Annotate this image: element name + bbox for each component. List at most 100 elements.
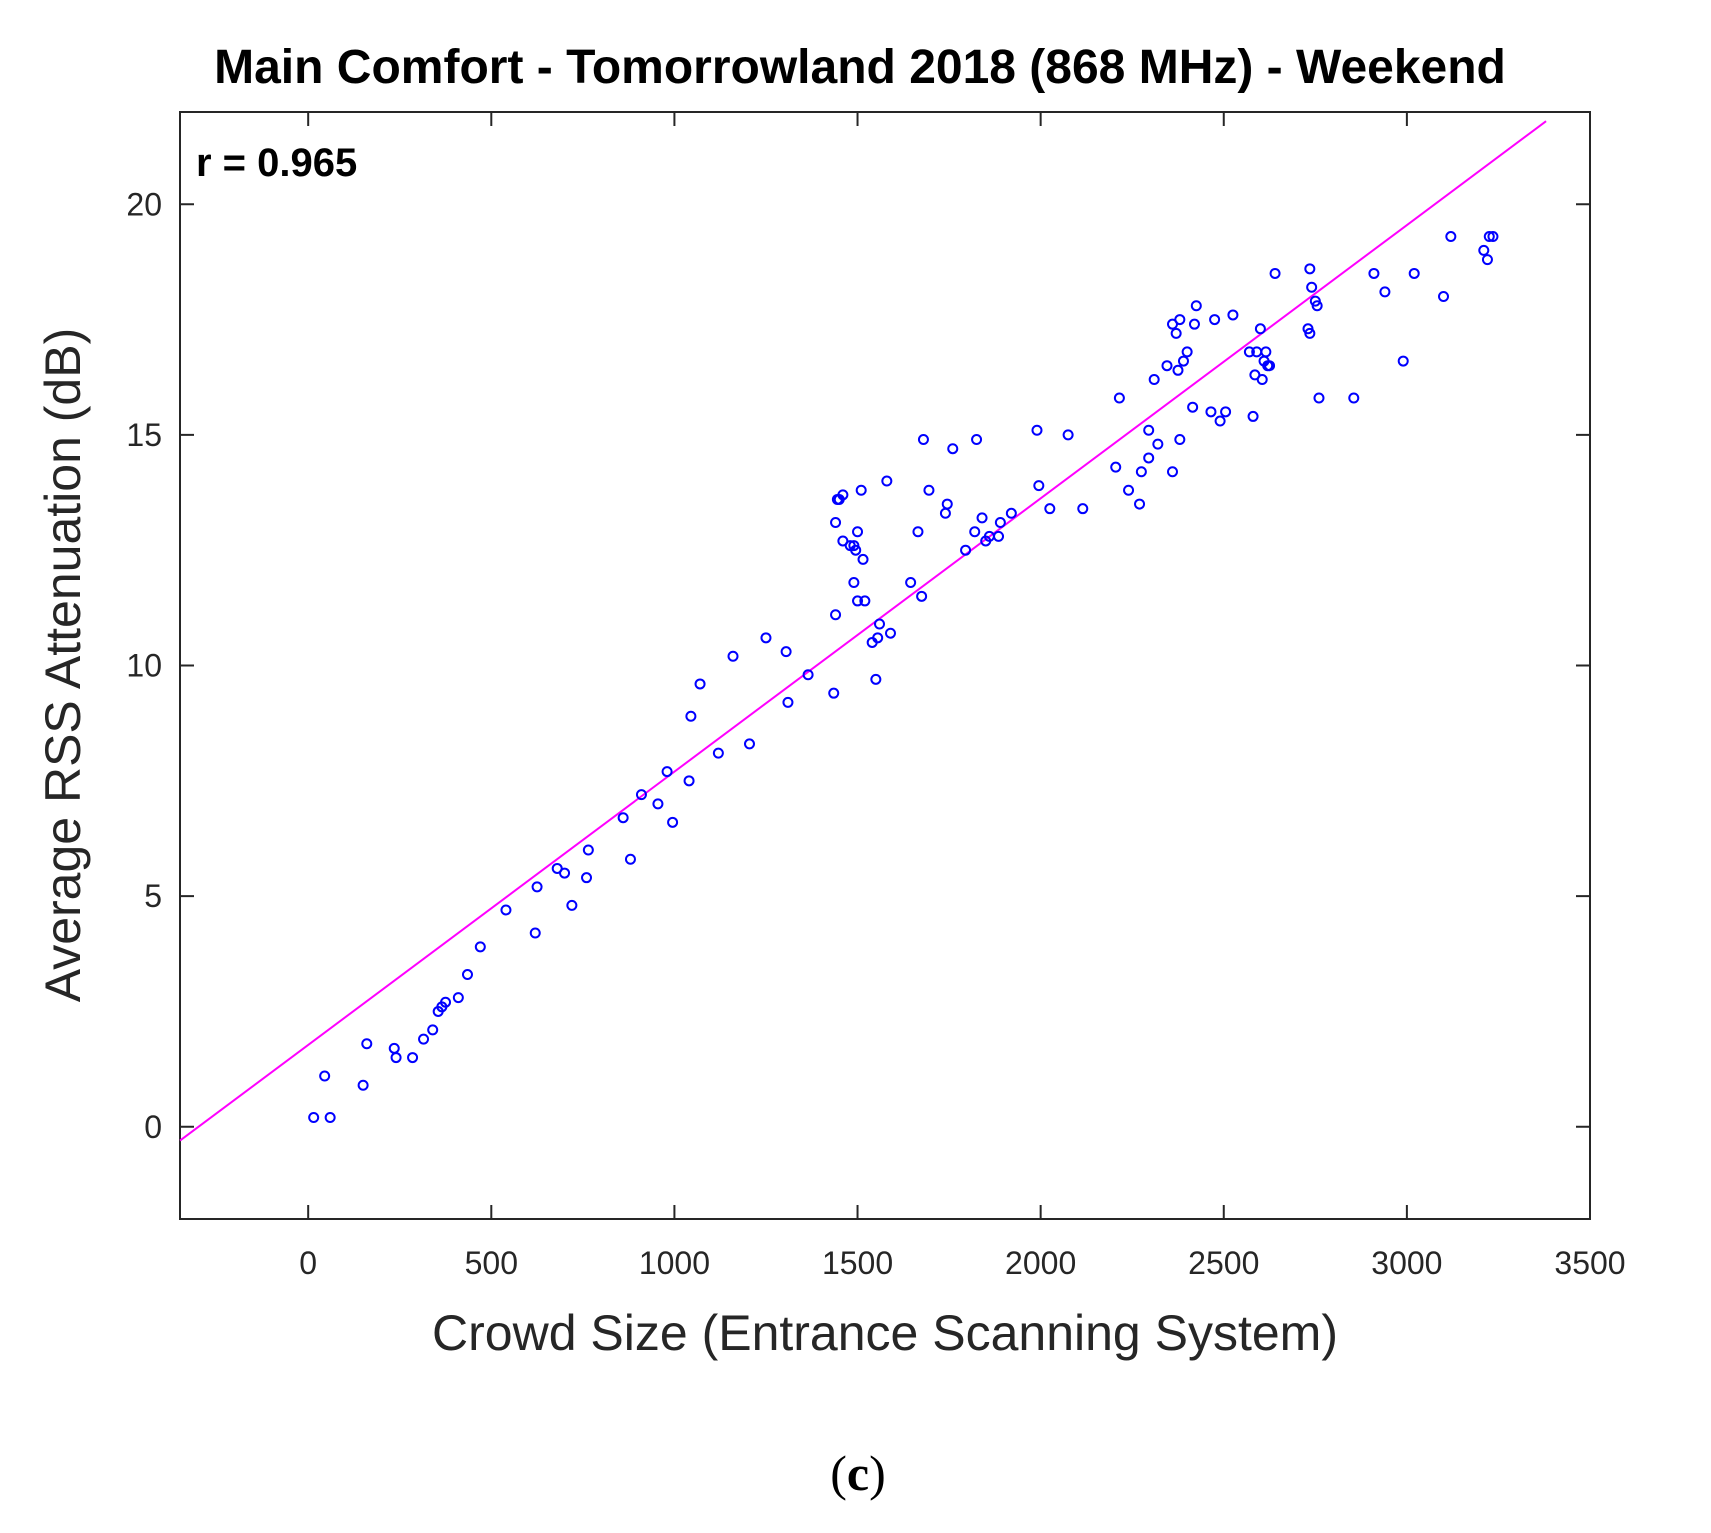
data-point-57 [870, 673, 882, 685]
data-point-124 [1306, 281, 1318, 293]
data-point-9 [427, 1024, 439, 1036]
data-point-80 [1033, 480, 1045, 492]
data-point-104 [1190, 300, 1202, 312]
data-point-58 [872, 632, 884, 644]
data-point-61 [884, 627, 896, 639]
data-point-117 [1260, 346, 1272, 358]
data-point-136 [1481, 254, 1493, 266]
data-point-76 [993, 530, 1005, 542]
data-point-24 [617, 812, 629, 824]
data-point-111 [1247, 410, 1259, 422]
data-point-1 [319, 1070, 331, 1082]
data-point-109 [1227, 309, 1239, 321]
data-point-133 [1438, 291, 1450, 302]
data-point-35 [743, 738, 755, 750]
data-point-48 [848, 576, 860, 588]
data-point-32 [694, 678, 706, 690]
data-point-97 [1172, 364, 1184, 376]
x-tick-label-3500: 3500 [1554, 1245, 1625, 1281]
data-point-13 [452, 992, 464, 1004]
data-point-22 [581, 872, 593, 884]
data-point-134 [1445, 231, 1457, 243]
data-point-23 [582, 844, 594, 856]
caption-open-paren: ( [830, 1445, 847, 1501]
data-point-127 [1313, 392, 1325, 404]
data-point-25 [624, 853, 636, 865]
data-point-66 [923, 484, 935, 496]
data-point-106 [1209, 314, 1221, 326]
data-point-12 [440, 996, 452, 1008]
data-point-110 [1243, 346, 1255, 358]
data-point-93 [1161, 360, 1173, 372]
data-point-98 [1174, 433, 1186, 445]
data-point-51 [852, 595, 864, 607]
x-axis-label: Crowd Size (Entrance Scanning System) [432, 1305, 1338, 1361]
data-point-94 [1166, 466, 1178, 478]
data-point-14 [461, 969, 473, 981]
y-tick-label-20: 20 [126, 186, 162, 222]
data-point-71 [969, 526, 981, 538]
data-point-120 [1269, 267, 1281, 279]
data-point-65 [917, 433, 929, 445]
data-point-7 [407, 1052, 419, 1064]
data-point-138 [1487, 231, 1499, 243]
data-point-90 [1143, 424, 1155, 436]
data-point-20 [559, 867, 571, 879]
data-point-28 [661, 766, 673, 778]
data-point-87 [1134, 498, 1146, 510]
data-point-81 [1044, 503, 1056, 515]
data-point-108 [1220, 406, 1232, 418]
data-point-52 [852, 526, 864, 538]
data-point-3 [357, 1079, 369, 1091]
data-point-21 [566, 899, 578, 911]
caption-close-paren: ) [869, 1445, 886, 1501]
y-tick-label-15: 15 [126, 417, 162, 453]
data-point-123 [1304, 263, 1316, 275]
x-tick-label-500: 500 [465, 1245, 518, 1281]
data-point-69 [947, 443, 959, 455]
data-point-34 [727, 650, 739, 662]
data-point-102 [1187, 401, 1199, 413]
data-point-53 [855, 484, 867, 496]
data-point-128 [1348, 392, 1360, 404]
data-point-37 [780, 646, 792, 658]
data-point-39 [802, 669, 814, 681]
data-point-4 [361, 1038, 373, 1050]
data-point-60 [881, 475, 893, 487]
data-point-73 [976, 512, 988, 524]
data-point-40 [828, 687, 840, 699]
data-point-45 [837, 489, 849, 501]
data-point-59 [874, 618, 886, 630]
data-point-100 [1177, 355, 1189, 367]
data-point-27 [652, 798, 664, 810]
data-point-91 [1148, 374, 1160, 386]
data-point-70 [960, 544, 972, 556]
x-tick-label-0: 0 [299, 1245, 317, 1281]
x-tick-label-1000: 1000 [639, 1245, 710, 1281]
data-point-42 [830, 517, 842, 529]
data-point-15 [474, 941, 486, 953]
data-point-79 [1031, 424, 1043, 436]
x-tick-label-2000: 2000 [1005, 1245, 1076, 1281]
data-point-41 [830, 609, 842, 621]
y-tick-label-5: 5 [144, 878, 162, 914]
data-point-137 [1483, 231, 1495, 243]
data-point-63 [912, 526, 924, 538]
regression-line [179, 120, 1547, 1142]
data-point-92 [1152, 438, 1164, 450]
data-point-129 [1368, 267, 1380, 279]
data-point-64 [916, 590, 928, 602]
data-point-72 [971, 433, 983, 445]
data-point-85 [1113, 392, 1125, 404]
data-point-6 [390, 1052, 402, 1064]
data-point-132 [1408, 267, 1420, 279]
data-point-130 [1379, 286, 1391, 298]
fit-line-layer [179, 120, 1547, 1142]
y-axis-label: Average RSS Attenuation (dB) [35, 328, 91, 1003]
data-points [308, 231, 1499, 1124]
y-tick-label-10: 10 [126, 648, 162, 684]
data-point-135 [1478, 244, 1490, 256]
data-point-131 [1397, 355, 1409, 367]
data-point-78 [1005, 507, 1017, 519]
